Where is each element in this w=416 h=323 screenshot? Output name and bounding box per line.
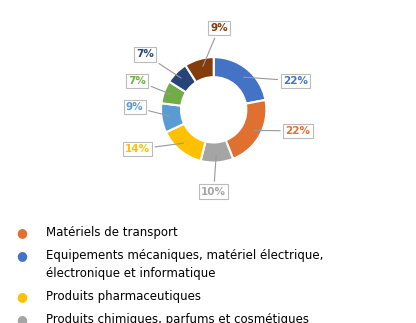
Wedge shape	[161, 103, 184, 132]
Wedge shape	[201, 140, 233, 162]
Wedge shape	[169, 65, 196, 92]
Text: 9%: 9%	[126, 102, 169, 116]
Wedge shape	[186, 57, 214, 82]
Text: 7%: 7%	[128, 76, 171, 94]
Text: Equipements mécaniques, matériel électrique,: Equipements mécaniques, matériel électri…	[46, 249, 323, 262]
Text: électronique et informatique: électronique et informatique	[46, 267, 215, 280]
Text: 14%: 14%	[125, 143, 184, 154]
Text: 22%: 22%	[254, 126, 310, 136]
Text: Produits pharmaceutiques: Produits pharmaceutiques	[46, 290, 201, 303]
Wedge shape	[166, 124, 206, 161]
Wedge shape	[161, 82, 186, 106]
Text: 7%: 7%	[136, 49, 181, 78]
Text: Matériels de transport: Matériels de transport	[46, 226, 178, 239]
Text: 22%: 22%	[244, 76, 308, 86]
Wedge shape	[226, 100, 266, 159]
Text: ●: ●	[17, 290, 27, 303]
Text: ●: ●	[17, 226, 27, 239]
Text: 9%: 9%	[203, 23, 228, 66]
Text: ●: ●	[17, 249, 27, 262]
Wedge shape	[214, 57, 265, 104]
Text: ●: ●	[17, 313, 27, 323]
Text: 10%: 10%	[201, 155, 226, 196]
Text: Produits chimiques, parfums et cosmétiques: Produits chimiques, parfums et cosmétiqu…	[46, 313, 309, 323]
